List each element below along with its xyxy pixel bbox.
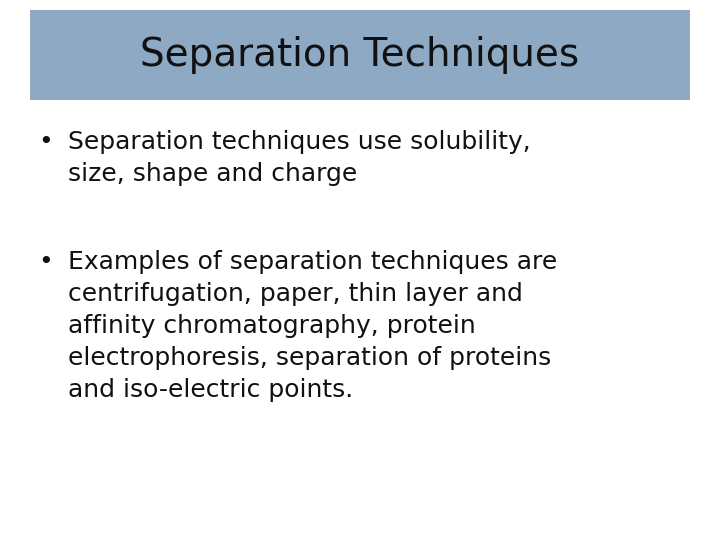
- Bar: [30, 10, 690, 100]
- Text: Examples of separation techniques are: Examples of separation techniques are: [68, 250, 557, 274]
- Text: electrophoresis, separation of proteins: electrophoresis, separation of proteins: [68, 346, 552, 370]
- Text: Separation techniques use solubility,: Separation techniques use solubility,: [68, 130, 531, 154]
- Text: Separation Techniques: Separation Techniques: [140, 36, 580, 74]
- Text: and iso-electric points.: and iso-electric points.: [68, 378, 354, 402]
- Text: •: •: [38, 250, 53, 274]
- Text: •: •: [38, 130, 53, 154]
- Text: size, shape and charge: size, shape and charge: [68, 162, 357, 186]
- Text: centrifugation, paper, thin layer and: centrifugation, paper, thin layer and: [68, 282, 523, 306]
- Text: affinity chromatography, protein: affinity chromatography, protein: [68, 314, 476, 338]
